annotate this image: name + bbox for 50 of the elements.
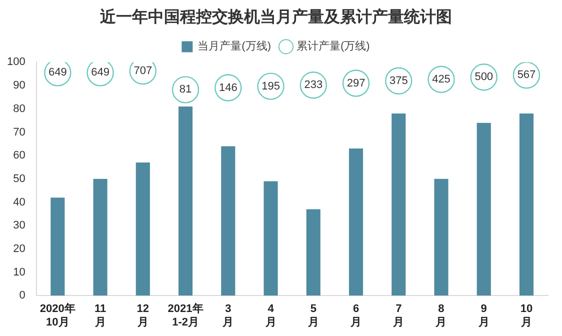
data-label: 567 — [517, 69, 536, 82]
x-tick-label: 10 月 — [520, 303, 533, 328]
y-tick-label: 0 — [19, 290, 26, 302]
x-tick-label: 2020年 10月 — [40, 302, 76, 328]
bar — [93, 178, 108, 296]
x-tick-label: 4 月 — [264, 303, 276, 328]
x-tick-label: 8 月 — [434, 303, 447, 328]
y-tick-label: 10 — [13, 266, 26, 278]
x-tick-label: 7 月 — [392, 303, 404, 328]
data-label: 649 — [91, 66, 110, 79]
bar — [434, 178, 448, 296]
bar — [348, 148, 364, 296]
y-tick-label: 60 — [13, 150, 26, 162]
x-tick-label: 11 月 — [94, 303, 106, 328]
bar — [519, 114, 534, 296]
bar — [136, 162, 150, 296]
legend-label: 累计产量(万线) — [296, 40, 370, 53]
y-tick-label: 70 — [13, 126, 26, 138]
data-label: 233 — [304, 79, 323, 92]
y-tick-label: 80 — [13, 102, 26, 115]
x-tick-label: 2021年 1-2月 — [168, 302, 204, 328]
data-label: 649 — [48, 66, 67, 79]
bar — [50, 198, 65, 296]
bar — [476, 122, 491, 296]
y-tick-label: 40 — [13, 196, 26, 208]
y-tick-label: 20 — [13, 242, 26, 255]
x-tick-label: 3 月 — [222, 303, 234, 328]
x-tick-label: 5 月 — [306, 303, 319, 328]
data-label: 375 — [389, 74, 408, 87]
y-tick-label: 30 — [13, 220, 26, 232]
bar — [221, 146, 236, 296]
chart-title: 近一年中国程控交换机当月产量及累计产量统计图 — [99, 7, 452, 26]
y-tick-label: 90 — [13, 80, 26, 92]
data-label: 146 — [218, 82, 238, 94]
data-label: 707 — [134, 65, 152, 77]
legend-label: 当月产量(万线) — [198, 40, 271, 53]
data-label: 425 — [432, 73, 450, 86]
bar — [392, 114, 406, 296]
y-tick-label: 50 — [13, 172, 26, 185]
x-tick-label: 9 月 — [477, 303, 490, 328]
data-label: 500 — [474, 71, 494, 84]
data-label: 297 — [346, 77, 366, 90]
x-tick-label: 6 月 — [350, 303, 362, 328]
bar — [264, 181, 278, 296]
data-label: 195 — [262, 80, 280, 92]
data-label: 81 — [179, 84, 192, 96]
bar — [178, 106, 193, 296]
bar — [306, 209, 320, 296]
x-tick-label: 12 月 — [136, 303, 150, 328]
y-tick-label: 100 — [6, 56, 26, 68]
